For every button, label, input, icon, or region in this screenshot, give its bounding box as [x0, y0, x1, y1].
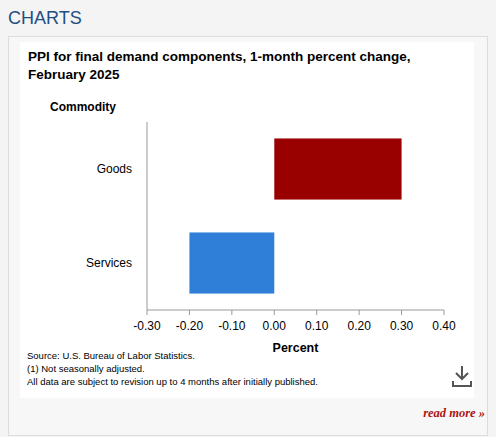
- x-tick: [359, 310, 360, 315]
- note: Source: U.S. Bureau of Labor Statistics.: [27, 350, 195, 361]
- x-tick-label: -0.30: [133, 319, 161, 333]
- x-tick: [401, 310, 402, 315]
- x-axis: [147, 310, 444, 311]
- bar: [274, 138, 401, 199]
- bars: [189, 138, 401, 293]
- x-tick-label: 0.00: [263, 319, 287, 333]
- note: All data are subject to revision up to 4…: [27, 376, 318, 387]
- x-tick: [147, 310, 148, 315]
- download-icon[interactable]: [453, 366, 471, 386]
- x-tick-label: 0.30: [390, 319, 414, 333]
- note: (1) Not seasonally adjusted.: [27, 363, 145, 374]
- x-tick-label: -0.20: [176, 319, 204, 333]
- x-axis-label: Percent: [273, 341, 320, 355]
- chart: Commodity Goods Services -0.30 -0.20 -0.10 0.0…: [0, 0, 496, 437]
- x-tick-label: 0.40: [432, 319, 456, 333]
- x-tick: [316, 310, 317, 315]
- y-axis-label: Commodity: [50, 100, 116, 114]
- header: CHARTS: [8, 8, 82, 29]
- x-tick: [189, 310, 190, 315]
- read-more-link[interactable]: read more »: [423, 406, 485, 420]
- card: [20, 42, 474, 398]
- category-label: Goods: [97, 162, 132, 176]
- page: CHARTS PPI for final demand components, 1…: [0, 0, 496, 437]
- x-tick: [274, 310, 275, 315]
- x-tick: [231, 310, 232, 315]
- x-tick-label: -0.10: [218, 319, 246, 333]
- category-label: Services: [86, 256, 132, 270]
- title: PPI for final demand components, 1-month…: [28, 48, 448, 84]
- x-tick-label: 0.10: [305, 319, 329, 333]
- x-tick: [444, 310, 445, 315]
- x-tick-label: 0.20: [347, 319, 371, 333]
- y-axis: [147, 122, 148, 310]
- bar: [189, 232, 274, 293]
